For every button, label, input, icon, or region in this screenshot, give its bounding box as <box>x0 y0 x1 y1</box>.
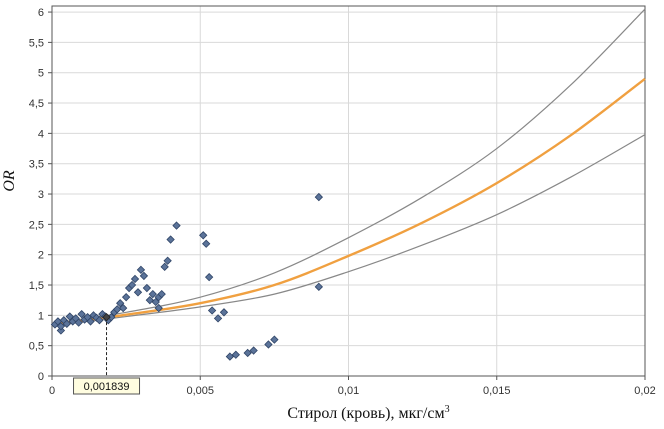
y-tick-label: 1 <box>38 310 44 322</box>
data-point <box>136 265 146 275</box>
data-point <box>95 316 104 325</box>
ci-lower-line <box>51 134 646 327</box>
annotation-marker <box>102 312 111 322</box>
data-point <box>166 235 175 244</box>
y-tick-label: 3 <box>38 189 44 201</box>
x-tick-label: 0,015 <box>483 385 511 397</box>
data-point <box>116 299 125 308</box>
data-point <box>314 192 324 202</box>
fit-line-group <box>51 77 646 326</box>
y-tick-label: 2 <box>38 250 44 262</box>
data-point <box>142 283 152 293</box>
data-point <box>157 289 166 299</box>
fit-line <box>51 77 646 326</box>
y-tick-label: 2,5 <box>29 219 44 231</box>
data-point <box>249 346 258 355</box>
data-points <box>50 192 324 361</box>
data-point <box>264 340 273 349</box>
x-axis-title: Стирол (кровь), мкг/см3 <box>287 404 449 422</box>
x-tick-label: 0,005 <box>186 385 214 397</box>
annotation-box <box>73 377 141 395</box>
y-tick-label: 4 <box>38 128 44 140</box>
data-point <box>270 335 279 344</box>
data-point <box>145 296 155 305</box>
y-tick-label: 0 <box>38 371 44 383</box>
data-point <box>219 308 229 317</box>
y-tick-label: 5,5 <box>29 37 44 49</box>
x-axis-title-superscript: 3 <box>445 404 450 415</box>
data-point <box>314 282 324 292</box>
y-tick-label: 0,5 <box>29 341 44 353</box>
data-point <box>243 348 252 358</box>
data-point <box>74 318 83 327</box>
x-tick-label: 0,01 <box>338 385 359 397</box>
data-point <box>62 319 71 329</box>
data-point <box>139 271 149 281</box>
x-axis-title-text: Стирол (кровь), мкг/см <box>287 405 444 422</box>
data-point <box>163 256 172 265</box>
data-point <box>160 262 169 271</box>
x-tick-label: 0 <box>49 385 55 397</box>
y-tick-label: 3,5 <box>29 159 44 171</box>
data-point <box>130 274 140 284</box>
annotation-label: 0,001839 <box>84 381 130 393</box>
data-point <box>56 322 66 331</box>
y-tick-label: 4,5 <box>29 98 44 110</box>
data-point <box>172 221 181 230</box>
data-point <box>199 231 208 240</box>
data-point <box>148 289 157 299</box>
data-point <box>231 350 240 359</box>
y-tick-label: 5 <box>38 68 44 80</box>
grid <box>51 6 646 377</box>
x-tick-label: 0,02 <box>634 385 655 397</box>
data-point <box>202 239 211 248</box>
data-point <box>86 317 95 326</box>
data-point <box>77 309 86 319</box>
data-point <box>127 280 137 290</box>
data-point <box>151 297 160 307</box>
y-tick-label: 1,5 <box>29 280 44 292</box>
data-point <box>118 303 128 313</box>
data-point <box>133 288 143 297</box>
data-point <box>154 303 163 313</box>
y-tick-label: 6 <box>38 7 44 19</box>
y-tick-labels: 0 0,5 1 1,5 2 2,5 3 3,5 4 4,5 5 5,5 6 <box>29 7 52 383</box>
annotation: 0,001839 <box>73 312 141 395</box>
data-point <box>204 272 214 282</box>
data-point <box>213 314 223 323</box>
data-point <box>121 292 131 302</box>
data-point <box>56 326 66 335</box>
y-axis-title: OR <box>1 170 18 192</box>
x-tick-labels: 0 0,005 0,01 0,015 0,02 <box>49 376 656 397</box>
data-point <box>207 306 217 315</box>
